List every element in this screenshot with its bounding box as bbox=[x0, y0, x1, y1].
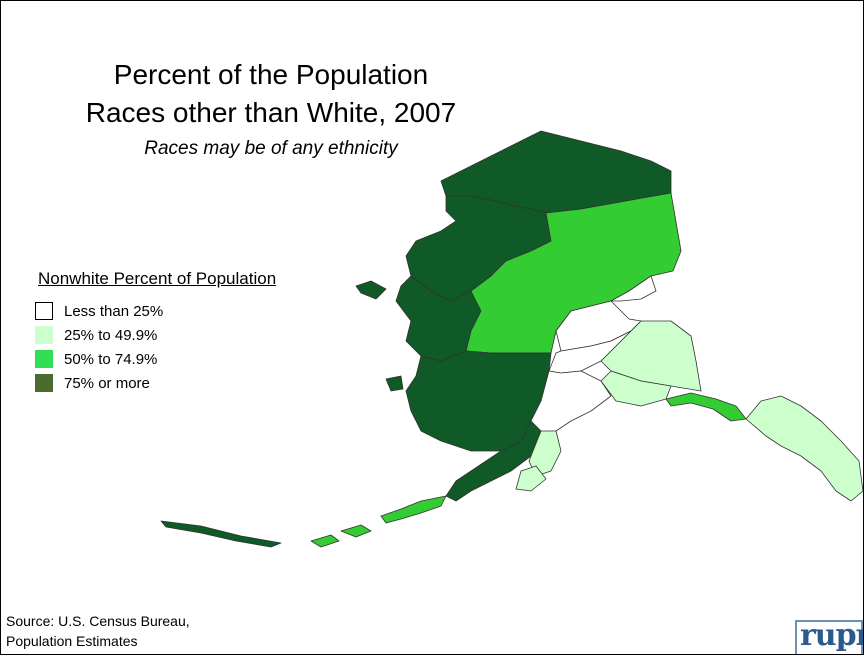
region-aleutian-island-3 bbox=[160, 520, 282, 548]
legend: Nonwhite Percent of Population Less than… bbox=[35, 269, 276, 395]
legend-item: 25% to 49.9% bbox=[35, 323, 276, 347]
legend-item: 50% to 74.9% bbox=[35, 347, 276, 371]
rupri-logo: rupri bbox=[795, 618, 863, 654]
region-fairbanks bbox=[610, 275, 657, 302]
legend-swatch bbox=[35, 350, 53, 368]
legend-swatch bbox=[35, 326, 53, 344]
legend-title: Nonwhite Percent of Population bbox=[38, 269, 277, 288]
region-yukon-koyukuk bbox=[465, 192, 682, 354]
region-st-lawrence-island bbox=[355, 280, 387, 300]
region-valdez-light bbox=[600, 370, 672, 407]
legend-item: Less than 25% bbox=[35, 299, 276, 323]
region-aleutians-east bbox=[380, 495, 447, 524]
legend-label: 75% or more bbox=[64, 374, 150, 392]
source-line-2: Population Estimates bbox=[6, 633, 138, 649]
region-aleutian-island-1 bbox=[340, 524, 372, 538]
legend-swatch bbox=[35, 302, 53, 320]
source-line-1: Source: U.S. Census Bureau, bbox=[6, 613, 190, 629]
region-southeast-fairbanks bbox=[600, 320, 702, 392]
region-coast-bright bbox=[665, 392, 747, 422]
region-kodiak bbox=[515, 465, 547, 492]
legend-label: 50% to 74.9% bbox=[64, 350, 158, 368]
region-kenai-light bbox=[528, 430, 562, 477]
region-nunivak-island bbox=[385, 375, 404, 392]
legend-swatch bbox=[35, 374, 53, 392]
title-line-2: Races other than White, 2007 bbox=[85, 97, 457, 128]
subtitle: Races may be of any ethnicity bbox=[144, 138, 398, 159]
region-panhandle bbox=[745, 395, 863, 502]
logo-text: rupri bbox=[800, 618, 863, 653]
logo-border bbox=[795, 620, 863, 654]
title-line-1: Percent of the Population bbox=[113, 59, 429, 90]
region-aleutian-island-2 bbox=[310, 534, 340, 548]
legend-label: 25% to 49.9% bbox=[64, 326, 158, 344]
legend-item: 75% or more bbox=[35, 371, 276, 395]
source-note: Source: U.S. Census Bureau, Population E… bbox=[6, 611, 190, 651]
legend-label: Less than 25% bbox=[64, 302, 164, 320]
